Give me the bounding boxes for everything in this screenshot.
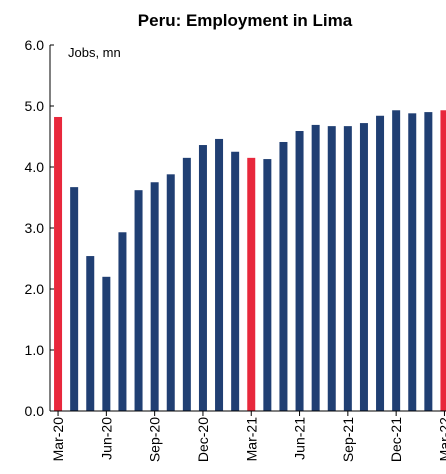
y-tick-label: 6.0 [25, 37, 45, 53]
y-tick-label: 4.0 [25, 159, 45, 175]
bar [327, 126, 336, 411]
bar [166, 174, 175, 411]
bar [343, 126, 352, 411]
chart-title: Peru: Employment in Lima [138, 11, 353, 30]
bar [263, 159, 272, 411]
bar [440, 110, 446, 412]
x-tick-label: Mar-20 [50, 417, 66, 462]
x-tick-label: Sep-21 [340, 417, 356, 462]
bar [118, 232, 127, 411]
axis-annotation: Jobs, mn [68, 45, 121, 60]
bar [182, 157, 191, 411]
y-tick-label: 2.0 [25, 281, 45, 297]
bar [70, 187, 79, 411]
bar [408, 113, 417, 411]
y-tick-label: 3.0 [25, 220, 45, 236]
bar [392, 110, 401, 412]
x-tick-label: Mar-21 [243, 417, 259, 462]
bar [376, 115, 385, 411]
bar [102, 276, 111, 411]
bar [295, 131, 304, 411]
bar [231, 151, 240, 411]
bar [198, 145, 207, 412]
bar [54, 116, 63, 411]
y-tick-label: 1.0 [25, 342, 45, 358]
bar [279, 141, 288, 412]
y-tick-label: 5.0 [25, 98, 45, 114]
x-tick-label: Jun-21 [292, 417, 308, 460]
bar [247, 157, 256, 411]
x-tick-label: Sep-20 [147, 417, 163, 462]
x-tick-label: Mar-22 [436, 417, 446, 462]
bar [359, 123, 368, 411]
x-tick-label: Dec-20 [195, 417, 211, 462]
bar [424, 112, 433, 411]
bar [86, 256, 95, 411]
x-tick-label: Dec-21 [388, 417, 404, 462]
bar [311, 124, 320, 411]
bar [215, 138, 224, 411]
y-tick-label: 0.0 [25, 403, 45, 419]
bar [150, 182, 159, 411]
x-tick-label: Jun-20 [98, 417, 114, 460]
bar [134, 190, 143, 411]
